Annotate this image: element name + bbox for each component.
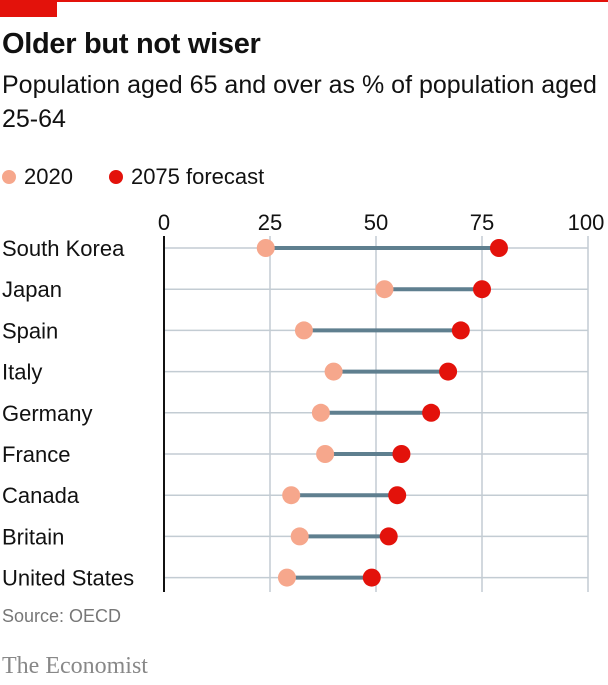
point-2020 [294,321,313,340]
x-tick-label-50: 50 [364,210,388,235]
x-tick-label-75: 75 [470,210,494,235]
category-label: Germany [2,401,92,426]
category-label: United States [2,566,134,591]
point-2075 [451,321,470,340]
point-2075 [473,280,491,299]
point-2020 [256,239,275,257]
legend-dot-2020 [2,170,16,184]
legend-item-2020: 2020 [2,164,73,190]
point-2020 [290,527,309,546]
point-2020 [316,445,335,463]
point-2020 [311,403,330,422]
category-label: Japan [2,277,62,302]
legend-dot-2075 [108,170,123,184]
brand-logo: The Economist [2,653,148,679]
legend-label-2020: 2020 [24,164,73,189]
point-2020 [375,280,394,299]
category-label: South Korea [2,236,125,261]
legend-item-2075: 2075 forecast [108,164,265,190]
category-label: France [2,442,70,467]
category-label: Canada [2,483,80,508]
legend: 2020 2075 forecast [2,162,300,192]
point-2020 [324,362,343,381]
source-note: Source: OECD [2,606,122,626]
point-2020 [282,486,301,505]
point-2020 [277,568,296,587]
point-2075 [379,527,398,546]
point-2075 [439,362,458,381]
legend-label-2075: 2075 forecast [130,164,265,189]
point-2075 [392,445,411,463]
x-tick-label-25: 25 [258,210,282,235]
chart-subtitle: Population aged 65 and over as % of popu… [2,71,597,133]
x-tick-label-100: 100 [568,210,605,235]
top-rule [0,0,608,2]
chart-title: Older but not wiser [2,28,261,60]
category-label: Italy [2,360,42,385]
brand-red-tag [0,0,57,17]
point-2075 [489,239,508,257]
dumbbell-chart: 0 25 50 75 100 South Korea Japan Spain Italy Germ… [2,210,605,592]
category-label: Spain [2,318,58,343]
point-2075 [422,403,441,422]
x-tick-label-0: 0 [158,210,170,235]
category-label: Britain [2,524,64,549]
point-2075 [362,568,381,587]
point-2075 [388,486,407,505]
